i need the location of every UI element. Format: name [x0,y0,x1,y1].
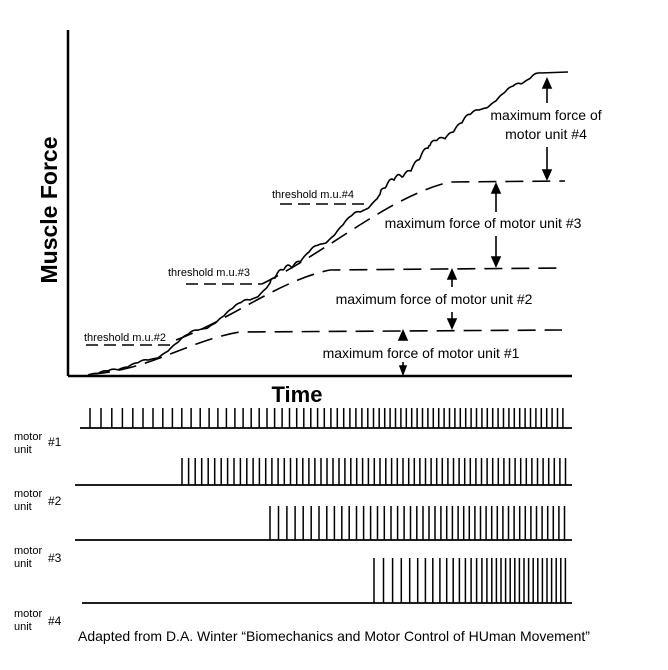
mu2-force-curve [175,267,561,341]
mu4-plateau [539,71,569,74]
mu1-force-curve [91,329,563,375]
motor-unit-number: #4 [48,614,62,628]
max-force-mu4-label-line1: maximum force of [490,107,601,123]
motor-unit-number: #1 [48,435,62,449]
motor-unit-label-word1: motor [14,431,42,443]
figure-caption: Adapted from D.A. Winter “Biomechanics a… [78,628,590,644]
x-axis-label: Time [272,382,323,407]
max-force-arrows [397,77,553,377]
motor-unit-label-word1: motor [14,545,42,557]
threshold-mu3-label: threshold m.u.#3 [168,267,250,279]
mu3-force-curve [261,180,566,285]
threshold-mu2-label: threshold m.u.#2 [84,332,166,344]
axes [66,30,572,378]
motor-unit-label-word2: unit [14,501,32,513]
motor-unit-label-word2: unit [14,621,32,633]
threshold-mu4-label: threshold m.u.#4 [272,189,354,201]
max-force-mu2-label: maximum force of motor unit #2 [336,291,533,307]
motor-unit-label-word1: motor [14,488,42,500]
max-force-mu1-label: maximum force of motor unit #1 [323,345,520,361]
motor-unit-label-word2: unit [14,558,32,570]
motor-unit-number: #3 [48,551,62,565]
motor-unit-label-word1: motor [14,608,42,620]
total-muscle-force-curve [87,71,541,376]
y-axis-label: Muscle Force [36,137,62,284]
max-force-mu4-label-line2: motor unit #4 [505,126,587,142]
motor-unit-label-word2: unit [14,444,32,456]
max-force-mu3-label: maximum force of motor unit #3 [385,215,582,231]
motor-unit-number: #2 [48,494,62,508]
